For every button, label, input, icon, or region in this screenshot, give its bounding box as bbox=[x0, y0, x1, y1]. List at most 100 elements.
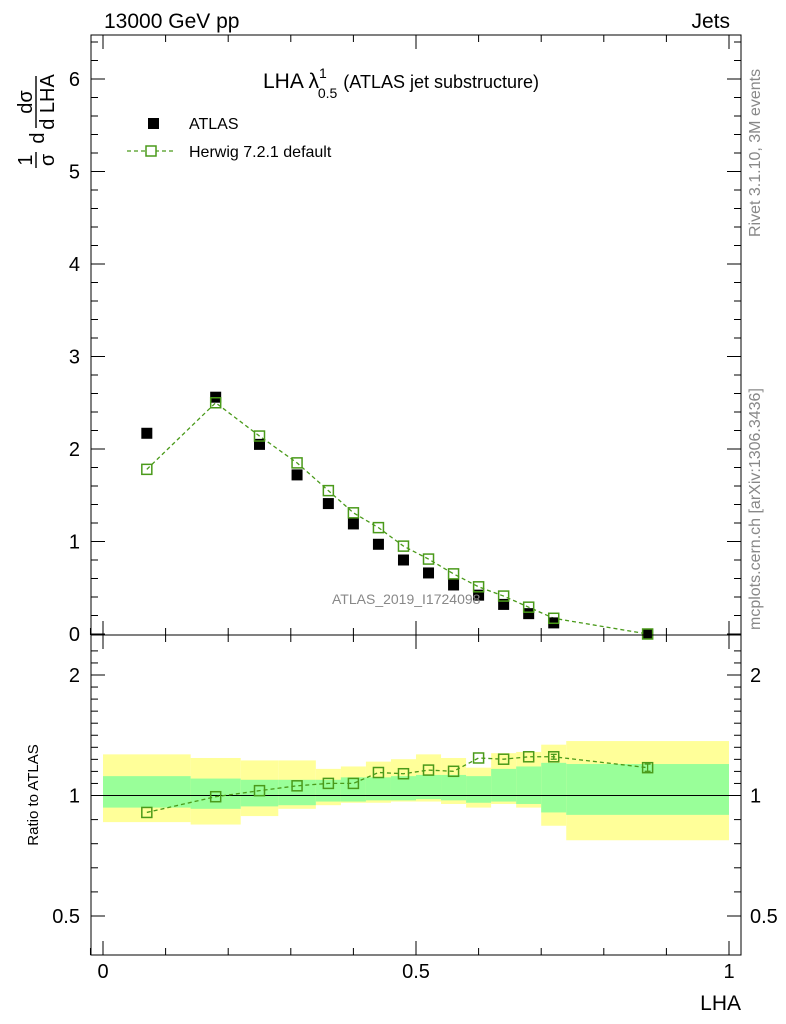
atlas-point-10 bbox=[473, 589, 485, 601]
ylabel-frac2-num: dσ bbox=[15, 90, 37, 114]
inner-band-12 bbox=[516, 766, 542, 804]
rivet-label: Rivet 3.1.10, 3M events bbox=[747, 69, 764, 237]
main-y-tick-label-4: 4 bbox=[69, 254, 80, 276]
atlas-point-3 bbox=[291, 469, 303, 481]
atlas-point-5 bbox=[347, 518, 359, 530]
ylabel-d: d bbox=[27, 132, 49, 143]
ylabel-frac2-den: d LHA bbox=[37, 74, 59, 130]
atlas-point-14 bbox=[642, 628, 654, 640]
herwig-point-6 bbox=[372, 521, 385, 534]
x-tick-label-0: 0 bbox=[97, 961, 108, 983]
ratio-y-tick-label-right-0.5: 0.5 bbox=[750, 906, 778, 928]
header-left: 13000 GeV pp bbox=[104, 10, 239, 33]
inner-band-11 bbox=[491, 768, 517, 802]
analysis-watermark: ATLAS_2019_I1724098 bbox=[332, 591, 481, 607]
atlas-point-9 bbox=[448, 579, 460, 591]
main-y-tick-label-5: 5 bbox=[69, 162, 80, 184]
inner-band-6 bbox=[365, 777, 391, 801]
ratio-series-layer bbox=[141, 751, 654, 819]
plot-title: LHA λ1 0.5(ATLAS jet substructure) bbox=[263, 65, 539, 101]
ratio-y-tick-label-left-0.5: 0.5 bbox=[52, 906, 80, 928]
x-tick-label-1: 1 bbox=[723, 961, 734, 983]
inner-band-3 bbox=[278, 779, 316, 806]
herwig-point-1 bbox=[209, 397, 222, 409]
ratio-point-13 bbox=[547, 751, 560, 763]
herwig-point-2 bbox=[253, 430, 266, 442]
ratio-point-12 bbox=[522, 751, 535, 763]
x-axis-label: LHA bbox=[700, 992, 741, 1015]
inner-band-1 bbox=[190, 778, 241, 809]
ratio-point-5 bbox=[347, 777, 360, 790]
ratio-point-8 bbox=[422, 764, 435, 776]
ylabel-frac1-den: σ bbox=[37, 153, 59, 166]
ratio-point-4 bbox=[322, 777, 335, 790]
herwig-point-10 bbox=[472, 581, 485, 593]
atlas-point-12 bbox=[523, 608, 535, 620]
ratio-bands bbox=[91, 741, 741, 841]
inner-band-4 bbox=[315, 779, 341, 802]
header-right: Jets bbox=[691, 10, 730, 33]
atlas-point-8 bbox=[423, 567, 435, 579]
herwig-point-3 bbox=[291, 457, 303, 469]
herwig-point-5 bbox=[347, 507, 360, 519]
atlas-point-11 bbox=[498, 598, 510, 610]
atlas-point-7 bbox=[397, 554, 409, 566]
main-y-label: 1 σ d dσ d LHA bbox=[15, 74, 59, 168]
herwig-point-14 bbox=[641, 628, 654, 640]
main-series-layer bbox=[141, 391, 654, 640]
atlas-point-0 bbox=[141, 427, 153, 439]
ratio-line bbox=[146, 756, 648, 814]
herwig-point-11 bbox=[497, 590, 510, 602]
inner-band-13 bbox=[541, 762, 567, 813]
ratio-point-10 bbox=[472, 752, 485, 764]
ratio-point-2 bbox=[253, 784, 266, 797]
legend-atlas-label: ATLAS bbox=[189, 116, 239, 133]
inner-band-0 bbox=[103, 776, 191, 808]
inner-band-2 bbox=[240, 779, 279, 807]
main-y-tick-label-6: 6 bbox=[69, 69, 80, 91]
inner-band-5 bbox=[340, 777, 366, 802]
atlas-point-2 bbox=[254, 438, 265, 450]
ratio-point-7 bbox=[397, 767, 410, 780]
herwig-point-13 bbox=[547, 612, 560, 625]
ratio-ticks: 0.5 0.5 1 1 2 2 0 0.5 1 bbox=[52, 635, 778, 983]
legend-herwig-marker bbox=[145, 145, 157, 157]
atlas-point-6 bbox=[372, 538, 384, 550]
ratio-y-tick-label-right-1: 1 bbox=[750, 786, 761, 808]
ratio-panel: 0.5 0.5 1 1 2 2 0 0.5 1 Ratio to ATLAS LHA bbox=[25, 634, 778, 1015]
herwig-point-12 bbox=[522, 601, 535, 613]
herwig-point-4 bbox=[322, 484, 335, 497]
herwig-point-8 bbox=[422, 553, 435, 565]
inner-band-7 bbox=[390, 776, 416, 801]
main-y-tick-label-1: 1 bbox=[69, 532, 80, 554]
main-panel: 0 1 2 3 4 5 6 LHA λ1 0.5(ATLAS jet substructure… bbox=[15, 34, 742, 646]
main-y-tick-label-3: 3 bbox=[69, 347, 80, 369]
inner-band-9 bbox=[441, 774, 467, 801]
main-y-tick-label-2: 2 bbox=[69, 439, 80, 461]
main-y-tick-label-0: 0 bbox=[69, 624, 80, 646]
atlas-point-4 bbox=[322, 498, 334, 510]
ratio-point-0 bbox=[141, 806, 153, 819]
ylabel-frac1-num: 1 bbox=[15, 154, 37, 165]
legend: ATLAS Herwig 7.2.1 default bbox=[127, 116, 332, 161]
herwig-point-7 bbox=[397, 540, 410, 552]
ratio-y-label: Ratio to ATLAS bbox=[25, 744, 42, 845]
legend-atlas-marker bbox=[148, 118, 159, 129]
mcplots-label: mcplots.cern.ch [arXiv:1306.3436] bbox=[747, 388, 764, 630]
ratio-point-3 bbox=[291, 780, 303, 792]
x-tick-label-0.5: 0.5 bbox=[402, 961, 430, 983]
main-ticks: 0 1 2 3 4 5 6 bbox=[69, 35, 741, 646]
ratio-y-tick-label-left-2: 2 bbox=[69, 665, 80, 687]
herwig-point-9 bbox=[447, 568, 460, 580]
inner-band-10 bbox=[466, 776, 492, 803]
ratio-y-tick-label-left-1: 1 bbox=[69, 786, 80, 808]
herwig-point-0 bbox=[141, 463, 153, 476]
legend-herwig-label: Herwig 7.2.1 default bbox=[189, 144, 332, 161]
ratio-point-9 bbox=[447, 765, 460, 778]
ratio-point-1 bbox=[209, 790, 222, 803]
ratio-y-tick-label-right-2: 2 bbox=[750, 665, 761, 687]
ratio-point-11 bbox=[497, 753, 510, 765]
ratio-point-6 bbox=[372, 766, 385, 779]
herwig-line bbox=[146, 401, 648, 635]
